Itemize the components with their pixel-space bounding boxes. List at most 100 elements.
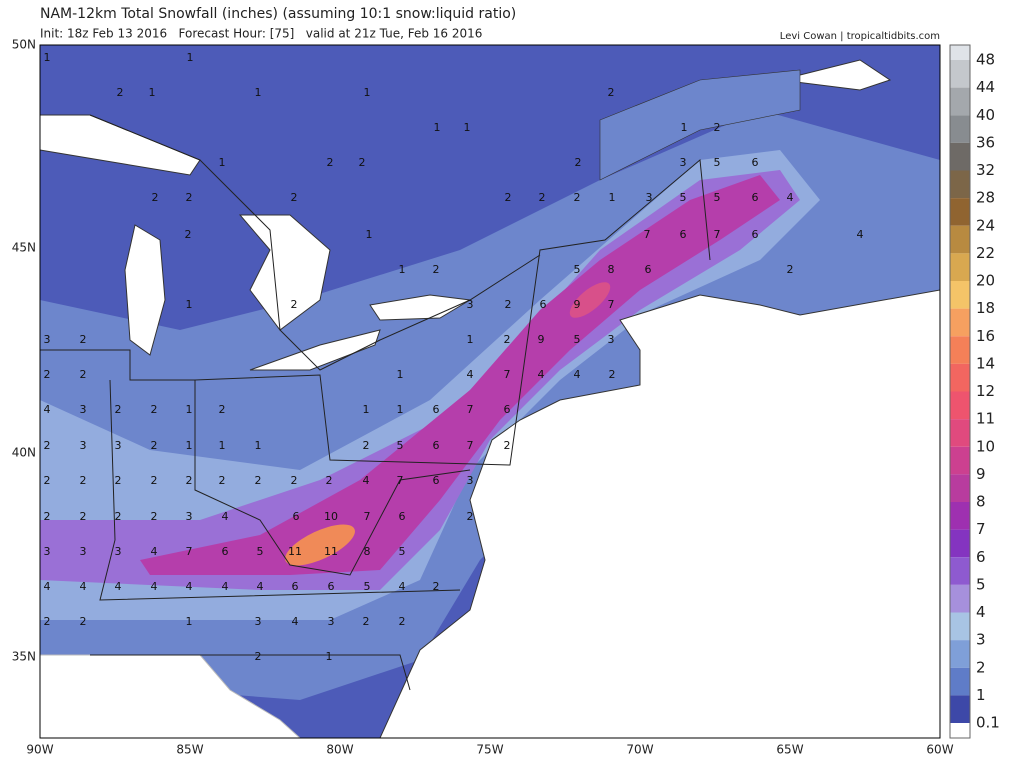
snow-label: 1 — [219, 439, 226, 452]
snow-label: 2 — [44, 368, 51, 381]
snow-label: 6 — [399, 510, 406, 523]
snow-label: 1 — [219, 156, 226, 169]
snow-label: 5 — [680, 191, 687, 204]
snow-label: 6 — [752, 156, 759, 169]
snow-label: 2 — [115, 403, 122, 416]
max-field — [569, 282, 611, 318]
snow-label: 4 — [80, 580, 87, 593]
snow-label: 3 — [80, 403, 87, 416]
snow-label: 6 — [752, 191, 759, 204]
colorbar-label: 40 — [976, 106, 995, 124]
snow-label: 7 — [186, 545, 193, 558]
colorbar-swatch — [950, 584, 970, 613]
snow-label: 3 — [467, 298, 474, 311]
snow-label: 2 — [44, 474, 51, 487]
colorbar-label: 3 — [976, 631, 986, 649]
snow-label: 1 — [255, 86, 262, 99]
lake-ontario — [369, 294, 472, 321]
snow-label: 6 — [293, 510, 300, 523]
colorbar-swatch — [950, 281, 970, 309]
colorbar-swatch — [950, 612, 970, 641]
colorbar-label: 11 — [976, 410, 995, 428]
colorbar-swatch — [950, 419, 970, 447]
lon-label: 70W — [626, 743, 653, 757]
snow-label: 2 — [152, 191, 159, 204]
snow-label: 4 — [44, 580, 51, 593]
snow-label: 2 — [185, 228, 192, 241]
snow-label: 4 — [574, 368, 581, 381]
snow-label: 7 — [714, 228, 721, 241]
colorbar-label: 5 — [976, 575, 986, 593]
snow-label: 4 — [222, 510, 229, 523]
snow-label: 2 — [327, 156, 334, 169]
snow-label: 1 — [186, 615, 193, 628]
snow-label: 10 — [324, 510, 338, 523]
snow-label: 2 — [80, 474, 87, 487]
snow-label: 9 — [574, 298, 581, 311]
snow-label: 2 — [255, 474, 262, 487]
snow-label: 2 — [291, 474, 298, 487]
snow-label: 2 — [609, 368, 616, 381]
snow-label: 3 — [80, 545, 87, 558]
colorbar-label: 48 — [976, 51, 995, 69]
snow-label: 1 — [681, 121, 688, 134]
snow-label: 5 — [364, 580, 371, 593]
snow-label: 1 — [186, 298, 193, 311]
snow-label: 7 — [608, 298, 615, 311]
snow-label: 5 — [399, 545, 406, 558]
snow-label: 2 — [80, 368, 87, 381]
snow-label: 7 — [467, 439, 474, 452]
snow-label: 2 — [575, 156, 582, 169]
colorbar-label: 10 — [976, 437, 995, 455]
snow-label: 7 — [504, 368, 511, 381]
colorbar-swatch — [950, 170, 970, 199]
snow-label: 4 — [151, 545, 158, 558]
snow-label: 5 — [574, 333, 581, 346]
colorbar-label: 4 — [976, 603, 986, 621]
snow-label: 1 — [399, 263, 406, 276]
lon-label: 90W — [26, 743, 53, 757]
snow-label: 2 — [359, 156, 366, 169]
snow-label: 1 — [149, 86, 156, 99]
colorbar-swatch — [950, 198, 970, 226]
colorbar-label: 14 — [976, 354, 995, 372]
snow-label: 3 — [44, 545, 51, 558]
snow-label: 2 — [433, 580, 440, 593]
credit: Levi Cowan | tropicaltidbits.com — [780, 31, 940, 42]
map — [40, 45, 940, 738]
snow-label: 2 — [80, 510, 87, 523]
colorbar-label: 12 — [976, 382, 995, 400]
colorbar-swatch — [950, 308, 970, 337]
colorbar-label: 16 — [976, 327, 995, 345]
snow-label: 1 — [364, 86, 371, 99]
snow-label: 4 — [399, 580, 406, 593]
snow-label: 2 — [115, 474, 122, 487]
snow-label: 3 — [115, 439, 122, 452]
snow-label: 2 — [80, 333, 87, 346]
colorbar-swatch — [950, 557, 970, 585]
colorbar-swatch — [950, 336, 970, 364]
snow-label: 2 — [151, 439, 158, 452]
colorbar: 4844403632282422201816141211109876543210… — [949, 44, 1000, 739]
snow-label: 2 — [151, 474, 158, 487]
snow-label: 1 — [366, 228, 373, 241]
borders — [40, 114, 711, 691]
snow-label: 2 — [505, 298, 512, 311]
colorbar-label: 36 — [976, 133, 995, 151]
snow-label: 1 — [326, 650, 333, 663]
snow-label: 6 — [222, 545, 229, 558]
snow-label: 2 — [117, 86, 124, 99]
map-frame — [39, 44, 941, 739]
lat-label: 40N — [12, 446, 36, 460]
snow-label: 4 — [292, 615, 299, 628]
colorbar-label: 22 — [976, 244, 995, 262]
colorbar-label: 1 — [976, 686, 986, 704]
snow-label: 2 — [219, 474, 226, 487]
lon-label: 80W — [326, 743, 353, 757]
snow-label: 2 — [44, 439, 51, 452]
snow-label: 2 — [219, 403, 226, 416]
snow-label: 6 — [540, 298, 547, 311]
snow-label: 11 — [288, 545, 302, 558]
snow-label: 1 — [363, 403, 370, 416]
